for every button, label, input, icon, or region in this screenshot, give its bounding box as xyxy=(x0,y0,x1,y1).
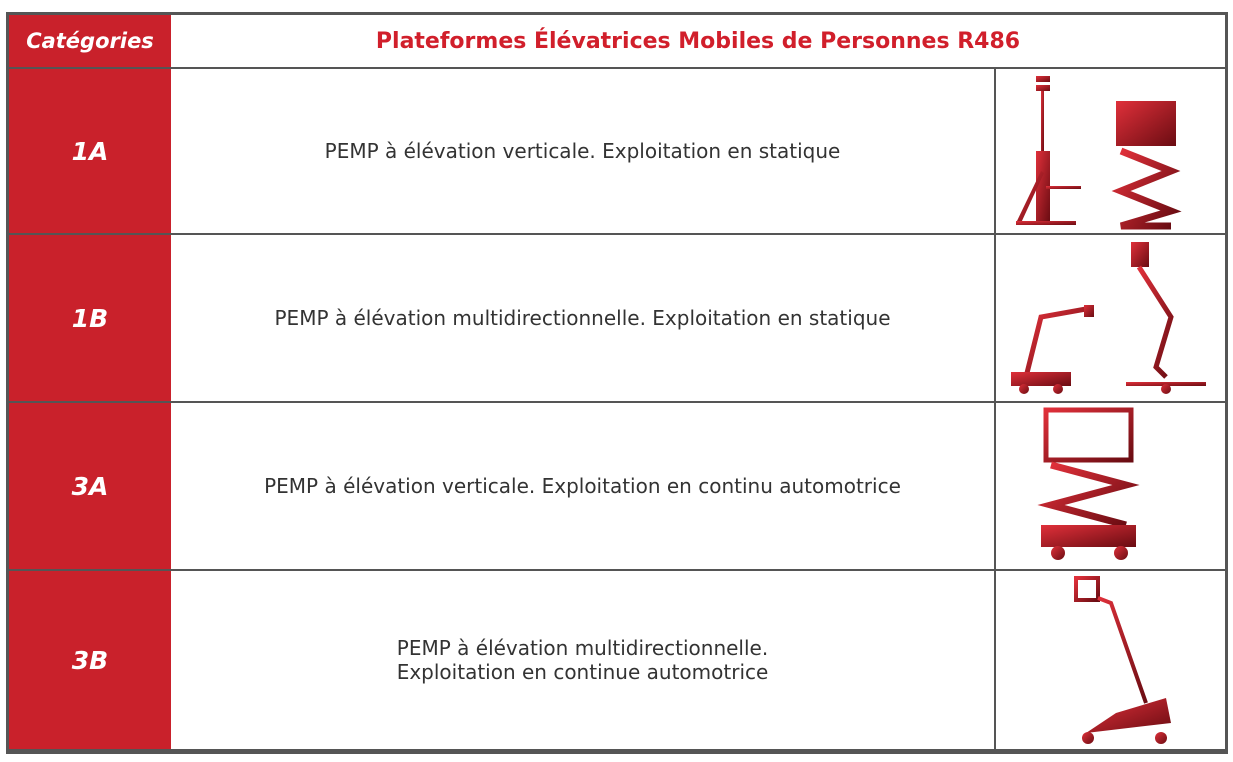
table-title: Plateformes Élévatrices Mobiles de Perso… xyxy=(171,15,1225,69)
description-line: Exploitation en continue automotrice xyxy=(396,660,769,684)
description-cell: PEMP à élévation verticale. Exploitation… xyxy=(171,403,996,571)
table: Catégories Plateformes Élévatrices Mobil… xyxy=(6,12,1228,754)
category-cell: 1A xyxy=(9,69,171,235)
category-header: Catégories xyxy=(9,15,171,69)
description-cell: PEMP à élévation multidirectionnelle. Ex… xyxy=(171,235,996,403)
icon xyxy=(1073,576,1171,744)
equipment-image xyxy=(996,571,1225,751)
description-line: PEMP à élévation verticale. Exploitation… xyxy=(264,474,901,498)
equipment-image xyxy=(996,69,1225,235)
category-cell: 3B xyxy=(9,571,171,751)
icon xyxy=(1010,242,1206,394)
equipment-image xyxy=(996,235,1225,403)
category-cell: 1B xyxy=(9,235,171,403)
equipment-image xyxy=(996,403,1225,571)
description-line: PEMP à élévation verticale. Exploitation… xyxy=(324,139,841,163)
description-line: PEMP à élévation multidirectionnelle. Ex… xyxy=(274,306,891,330)
category-cell: 3A xyxy=(9,403,171,571)
description-line: PEMP à élévation multidirectionnelle. xyxy=(396,636,769,660)
description-cell: PEMP à élévation verticale. Exploitation… xyxy=(171,69,996,235)
icon xyxy=(1036,407,1140,560)
description-cell: PEMP à élévation multidirectionnelle. Exp… xyxy=(171,571,996,751)
icon xyxy=(1015,76,1182,230)
